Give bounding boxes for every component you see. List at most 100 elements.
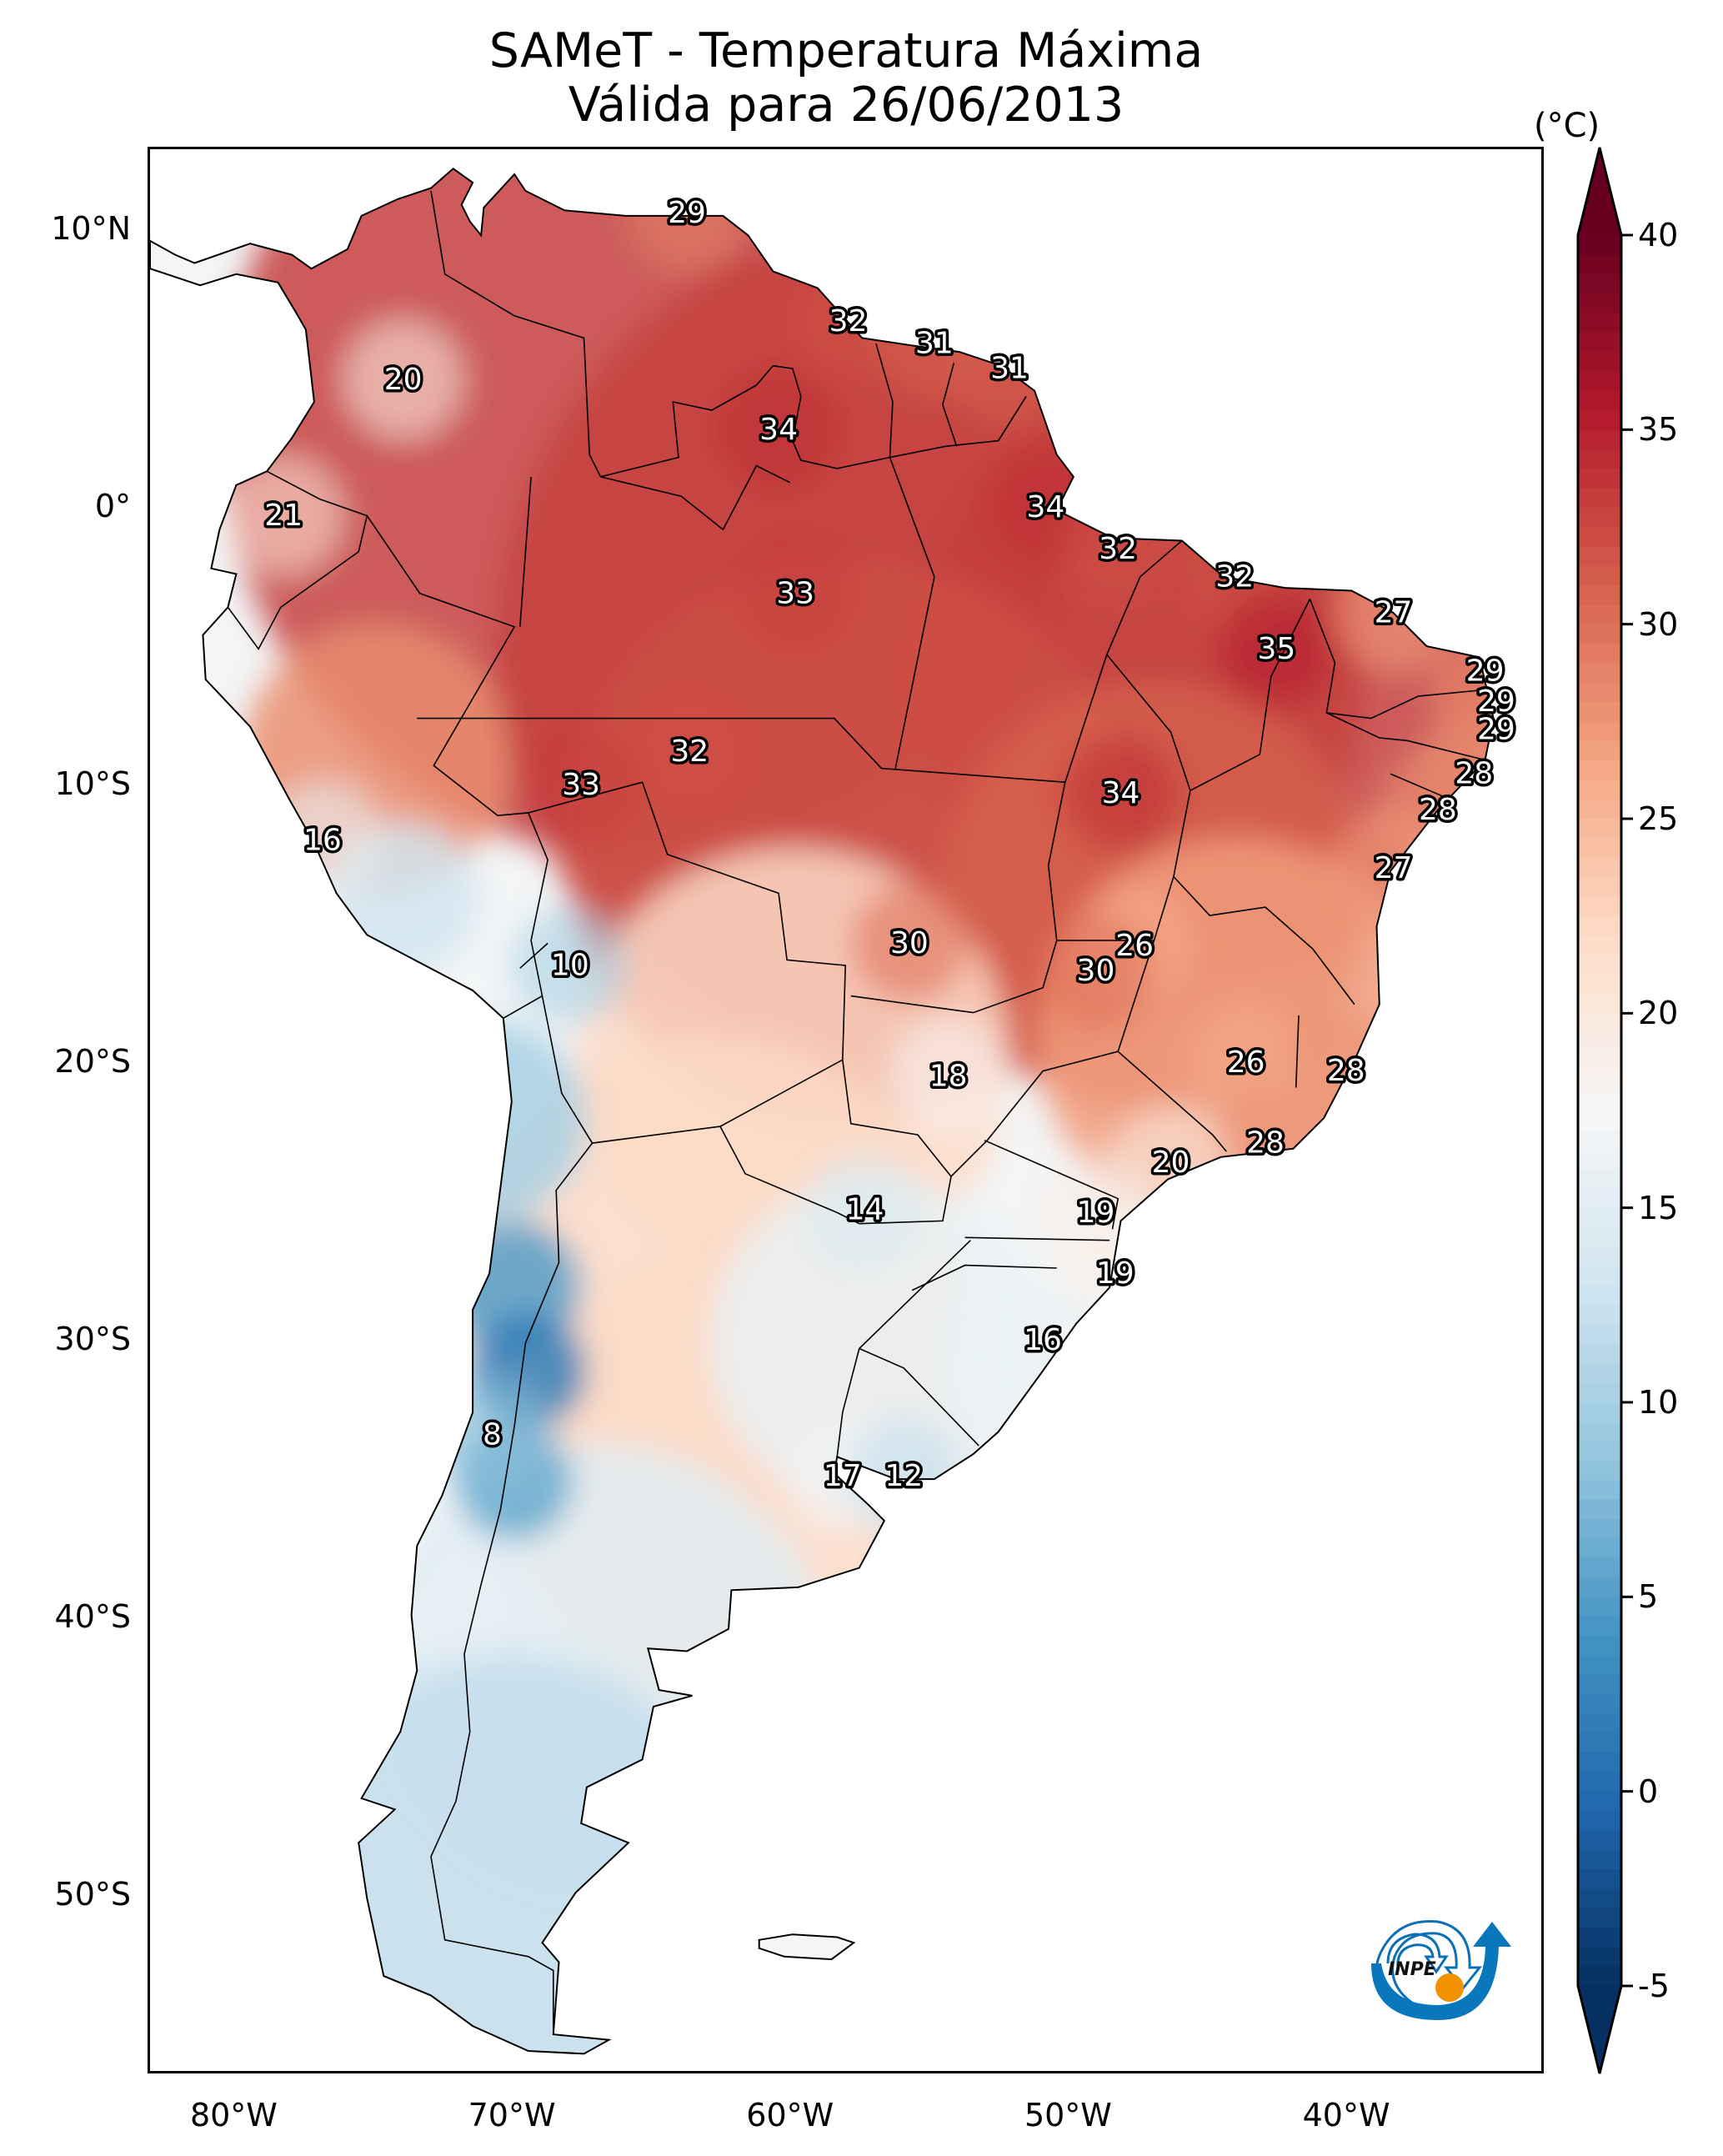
border-path xyxy=(1390,773,1450,800)
border-path xyxy=(600,464,790,531)
colorbar-segment xyxy=(1578,1461,1621,1481)
border-path xyxy=(430,190,602,478)
temperature-blob xyxy=(344,321,462,439)
border-path xyxy=(1326,712,1485,761)
colorbar-segment xyxy=(1578,974,1621,995)
colorbar-segment xyxy=(1578,1694,1621,1714)
temperature-point-label: 31 xyxy=(990,352,1029,386)
colorbar-segment xyxy=(1578,565,1621,586)
colorbar-segment xyxy=(1578,488,1621,509)
y-tick-label: 40°S xyxy=(54,1597,131,1635)
colorbar-segment xyxy=(1578,585,1621,605)
colorbar-segment xyxy=(1578,1732,1621,1753)
colorbar-segment xyxy=(1578,1636,1621,1656)
temperature-point-label: 28 xyxy=(1246,1126,1285,1161)
colorbar-segment xyxy=(1578,1869,1621,1889)
colorbar-segment xyxy=(1578,915,1621,936)
border-path xyxy=(719,1060,952,1225)
colorbar-tick-label: 5 xyxy=(1638,1578,1659,1616)
y-tick-label: 50°S xyxy=(54,1875,131,1913)
temperature-blob xyxy=(511,907,629,1025)
temperature-point-label: 14 xyxy=(846,1193,884,1227)
temperature-point-label: 33 xyxy=(562,768,600,802)
colorbar-segment xyxy=(1578,1772,1621,1792)
colorbar-segment xyxy=(1578,644,1621,664)
border-path xyxy=(911,1264,1057,1291)
colorbar-segment xyxy=(1578,1928,1621,1948)
colorbar-segment xyxy=(1578,235,1621,255)
colorbar-segment xyxy=(1578,1207,1621,1228)
temperature-field xyxy=(150,168,1494,2054)
colorbar-segment xyxy=(1578,1830,1621,1851)
temperature-point-label: 19 xyxy=(1096,1256,1134,1291)
border-path xyxy=(875,343,894,458)
temperature-point-label: 26 xyxy=(1227,1045,1265,1080)
temperature-point-label: 34 xyxy=(1026,490,1064,524)
border-path xyxy=(850,782,1066,1014)
temperature-point-label: 16 xyxy=(1024,1323,1062,1357)
colorbar-segment xyxy=(1578,469,1621,489)
temperature-point-label: 29 xyxy=(668,196,706,230)
temperature-blob xyxy=(225,457,343,574)
colorbar-segment xyxy=(1578,740,1621,761)
colorbar-segment xyxy=(1578,780,1621,800)
colorbar-segment xyxy=(1578,1032,1621,1053)
colorbar-segment xyxy=(1578,935,1621,955)
colorbar-segment xyxy=(1578,410,1621,430)
colorbar-segment xyxy=(1578,352,1621,372)
border-path xyxy=(984,1140,1119,1230)
temperature-blob xyxy=(720,371,838,489)
colorbar-segment xyxy=(1578,702,1621,722)
temperature-point-label: 8 xyxy=(483,1417,502,1452)
temperature-point-label: 21 xyxy=(264,499,303,533)
temperature-point-label: 28 xyxy=(1455,757,1493,791)
border-path xyxy=(773,364,1027,469)
border-path xyxy=(889,457,935,769)
border-path xyxy=(1309,599,1477,720)
temperature-point-label: 30 xyxy=(1077,954,1115,988)
colorbar-segment xyxy=(1578,1674,1621,1695)
colorbar-tick-label: 30 xyxy=(1638,605,1679,643)
temperature-point-label: 20 xyxy=(1152,1146,1190,1180)
temperature-point-label: 17 xyxy=(824,1459,862,1493)
temperature-point-label: 33 xyxy=(776,576,814,610)
temperature-point-label: 29 xyxy=(1466,654,1505,689)
colorbar-tick-label: 15 xyxy=(1638,1189,1679,1226)
colorbar-segment xyxy=(1578,1849,1621,1870)
border-path xyxy=(366,515,548,1019)
colorbar-extend-min xyxy=(1578,1986,1621,2073)
colorbar-tick-label: 10 xyxy=(1638,1384,1679,1421)
colorbar-segment xyxy=(1578,1908,1621,1928)
border-path xyxy=(1295,1015,1300,1088)
border-path xyxy=(227,470,368,650)
colorbar-segment xyxy=(1578,663,1621,684)
colorbar-unit-label: (°C) xyxy=(1534,107,1600,145)
border-path xyxy=(430,1142,594,2035)
temperature-blob xyxy=(889,1018,1007,1136)
coastline xyxy=(150,168,1495,2055)
temperature-blob xyxy=(1062,735,1180,852)
colorbar-segment xyxy=(1578,1888,1621,1909)
temperature-point-label: 32 xyxy=(670,735,709,769)
colorbar-segment xyxy=(1578,838,1621,859)
temperature-point-label: 32 xyxy=(1215,559,1254,594)
colorbar-segment xyxy=(1578,1013,1621,1034)
colorbar-segment xyxy=(1578,1947,1621,1968)
x-tick-label: 60°W xyxy=(746,2097,834,2133)
colorbar-segment xyxy=(1578,1441,1621,1462)
colorbar-segment xyxy=(1578,527,1621,547)
colorbar-segment xyxy=(1578,857,1621,878)
border-path xyxy=(528,781,847,1144)
colorbar-segment xyxy=(1578,1052,1621,1072)
border-path xyxy=(1173,875,1355,1005)
temperature-point-label: 34 xyxy=(1102,776,1140,810)
border-path xyxy=(1117,1050,1227,1152)
colorbar-segment xyxy=(1578,1480,1621,1501)
border-path xyxy=(755,365,774,386)
colorbar-segment xyxy=(1578,1811,1621,1831)
y-tick-label: 30°S xyxy=(54,1320,131,1357)
y-tick-label: 10°S xyxy=(54,765,131,802)
colorbar-segment xyxy=(1578,877,1621,897)
